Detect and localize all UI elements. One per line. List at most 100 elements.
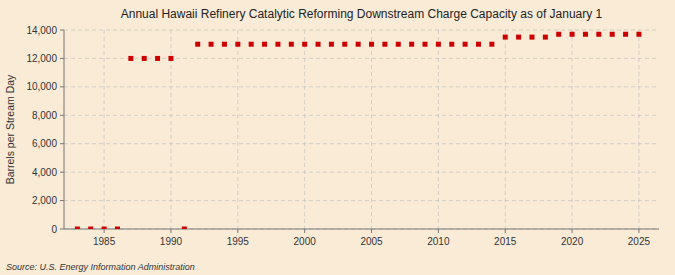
point [489,42,494,47]
x-tick [237,229,238,233]
x-tick-label: 2015 [494,236,517,247]
y-tick-label: 0 [51,224,57,235]
point [409,42,414,47]
point [222,42,227,47]
y-tick [60,143,64,144]
y-grid-line [64,30,659,31]
point [128,56,133,61]
y-tick-label: 2,000 [32,195,57,206]
y-tick [60,200,64,201]
x-tick-label: 1995 [227,236,250,247]
point [316,42,321,47]
point [302,42,307,47]
point [249,42,254,47]
x-grid-line [104,30,105,229]
y-tick [60,86,64,87]
x-tick [638,229,639,233]
x-tick [505,229,506,233]
point [262,42,267,47]
x-grid-line [505,30,506,229]
y-axis-label: Barrels per Stream Day [4,74,16,184]
y-tick [60,172,64,173]
point [115,227,120,230]
point [463,42,468,47]
marks [75,32,642,229]
x-tick [304,229,305,233]
point [610,32,615,37]
point [342,42,347,47]
chart: 0 2,000 4,000 6,000 8,000 10,000 12,000 14,000 1… [0,0,675,275]
point [235,42,240,47]
y-tick [60,30,64,31]
point [436,42,441,47]
x-tick [572,229,573,233]
grid [64,30,659,229]
y-grid-line [64,86,659,87]
point [596,32,601,37]
x-axis-line [64,229,659,230]
point [516,35,521,40]
y-axis-line [64,30,65,229]
y-tick [60,58,64,59]
point [476,42,481,47]
point [636,32,641,37]
x-tick-label: 2010 [427,236,450,247]
y-tick-label: 14,000 [26,25,57,36]
point [556,32,561,37]
source-note: Source: U.S. Energy Information Administ… [6,262,195,272]
y-tick [60,229,64,230]
point [529,35,534,40]
x-grid-line [304,30,305,229]
y-grid-line [64,143,659,144]
point [155,56,160,61]
point [583,32,588,37]
y-grid-line [64,172,659,173]
point [369,42,374,47]
point [449,42,454,47]
y-tick-label: 12,000 [26,53,57,64]
point [142,56,147,61]
point [168,56,173,61]
y-grid-line [64,229,659,230]
x-grid-line [572,30,573,229]
y-grid-line [64,115,659,116]
y-grid-line [64,200,659,201]
x-tick-label: 2005 [360,236,383,247]
point [289,42,294,47]
y-tick-label: 4,000 [32,167,57,178]
y-tick [60,115,64,116]
x-tick [438,229,439,233]
point [195,42,200,47]
y-tick-label: 10,000 [26,81,57,92]
x-grid-line [438,30,439,229]
point [623,32,628,37]
point [88,227,93,230]
title: Annual Hawaii Refinery Catalytic Reformi… [121,7,603,21]
point [182,227,187,230]
axes: 0 2,000 4,000 6,000 8,000 10,000 12,000 14,000 1… [26,25,659,248]
point [503,35,508,40]
x-tick-label: 1985 [93,236,116,247]
point [329,42,334,47]
point [275,42,280,47]
x-tick [371,229,372,233]
point [396,42,401,47]
point [209,42,214,47]
x-tick-label: 1990 [160,236,183,247]
point [570,32,575,37]
x-grid-line [638,30,639,229]
x-tick-label: 2020 [561,236,584,247]
point [543,35,548,40]
point [423,42,428,47]
y-tick-label: 8,000 [32,110,57,121]
point [102,227,107,230]
y-grid-line [64,58,659,59]
x-grid-line [237,30,238,229]
y-tick-label: 6,000 [32,138,57,149]
x-tick [104,229,105,233]
x-tick-label: 2025 [628,236,651,247]
point [356,42,361,47]
point [75,227,80,230]
background [0,0,675,275]
x-tick-label: 2000 [294,236,317,247]
